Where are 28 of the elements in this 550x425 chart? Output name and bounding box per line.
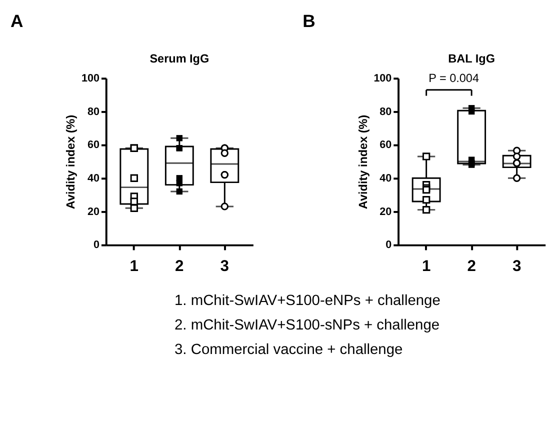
text: 1. mChit-SwIAV+S100-eNPs + challenge	[174, 293, 440, 310]
text: 3. Commercial vaccine + challenge	[174, 342, 403, 358]
y-axis-title: Avidity index (%)	[356, 114, 370, 210]
chart-title: B	[302, 11, 316, 32]
y-tick-label: 80	[88, 106, 100, 118]
y-tick-label: 100	[374, 72, 392, 85]
y-tick-label: 20	[88, 206, 100, 218]
x-tick-label: 2	[175, 258, 184, 275]
x-tick-label: 2	[467, 258, 476, 275]
y-tick-label: 100	[82, 72, 100, 85]
y-tick-label: 60	[88, 139, 100, 152]
y-tick-label: 20	[380, 206, 392, 218]
y-tick-label: 0	[386, 239, 392, 252]
y-tick-label: 60	[380, 139, 392, 152]
y-tick-label: 0	[94, 239, 100, 252]
x-tick-label: 1	[422, 258, 431, 275]
y-tick-label: 40	[88, 172, 100, 185]
y-tick-label: 80	[380, 106, 392, 118]
x-tick-label: 1	[130, 258, 139, 275]
x-tick-label: 3	[220, 258, 230, 275]
chart-subtitle: BAL IgG	[448, 52, 495, 66]
y-axis-title: Avidity index (%)	[64, 114, 78, 210]
x-tick-label: 3	[512, 258, 522, 275]
y-tick-label: 40	[380, 172, 392, 185]
chart-title: A	[10, 11, 24, 32]
chart-subtitle: Serum IgG	[150, 52, 210, 66]
annotation: P = 0.004	[428, 72, 480, 86]
text: 2. mChit-SwIAV+S100-sNPs + challenge	[174, 318, 440, 334]
